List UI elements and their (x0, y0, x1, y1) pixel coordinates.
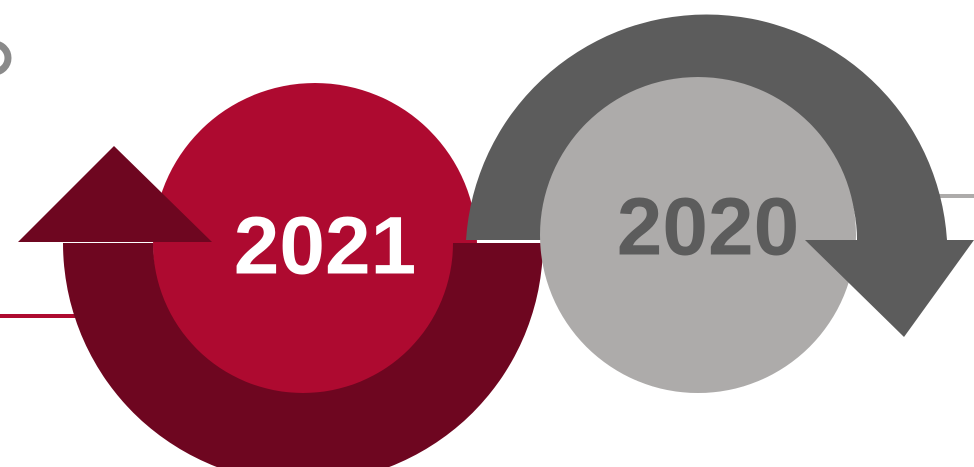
year-label-2021: 2021 (234, 201, 416, 292)
year-circle-2021 (153, 83, 477, 407)
arrowhead-up-icon (18, 146, 212, 242)
cycle-arrow-2021 (63, 243, 543, 467)
year-label-2020: 2020 (617, 182, 799, 273)
cycle-arrow-2020 (466, 14, 947, 240)
year-circle-2020 (540, 77, 856, 393)
arrowhead-down-icon (805, 240, 974, 337)
edge-ring-mark (0, 41, 12, 75)
